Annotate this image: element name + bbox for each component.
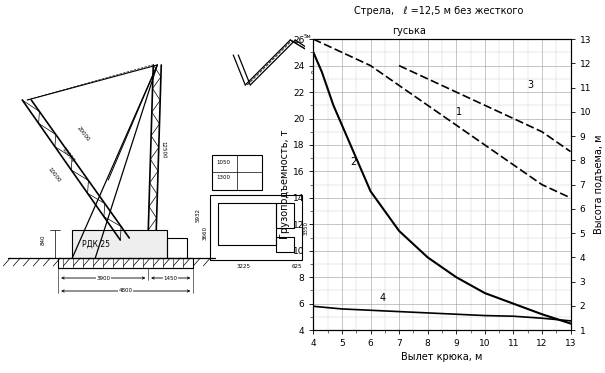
Y-axis label: Грузоподъемность, т: Грузоподъемность, т <box>280 130 290 239</box>
Text: o: o <box>310 70 314 75</box>
Y-axis label: Высота подъема, м: Высота подъема, м <box>594 135 604 234</box>
Bar <box>211 195 302 260</box>
Text: 1: 1 <box>456 107 462 116</box>
Text: гуська: гуська <box>392 26 426 36</box>
Bar <box>276 203 294 228</box>
Text: 3225: 3225 <box>237 264 250 269</box>
Bar <box>212 155 262 190</box>
Text: 4800: 4800 <box>119 288 132 294</box>
Text: 5932: 5932 <box>196 208 201 222</box>
Bar <box>58 258 193 268</box>
Bar <box>218 203 276 245</box>
Text: 2: 2 <box>350 157 357 167</box>
Text: РДК 25: РДК 25 <box>82 239 110 248</box>
Text: Стрела,   ℓ =12,5 м без жесткого: Стрела, ℓ =12,5 м без жесткого <box>354 6 523 16</box>
Text: 625: 625 <box>292 264 302 269</box>
Bar <box>167 238 188 258</box>
Bar <box>276 237 294 252</box>
Text: 1050: 1050 <box>216 160 231 165</box>
Text: 12500: 12500 <box>160 141 166 159</box>
Text: 3350: 3350 <box>304 221 309 235</box>
Text: 4: 4 <box>379 293 385 303</box>
Text: 3900: 3900 <box>96 276 110 280</box>
Bar <box>72 230 167 258</box>
Text: 20000: 20000 <box>76 126 91 142</box>
Text: 1300: 1300 <box>216 175 231 180</box>
Text: 15000: 15000 <box>61 147 76 163</box>
Text: 5м: 5м <box>303 34 311 39</box>
Text: 3: 3 <box>528 80 534 90</box>
Text: 10000: 10000 <box>47 167 62 184</box>
Text: 1450: 1450 <box>164 276 178 280</box>
Text: 3660: 3660 <box>203 226 208 240</box>
Text: 840: 840 <box>41 235 46 245</box>
X-axis label: Вылет крюка, м: Вылет крюка, м <box>401 352 483 362</box>
